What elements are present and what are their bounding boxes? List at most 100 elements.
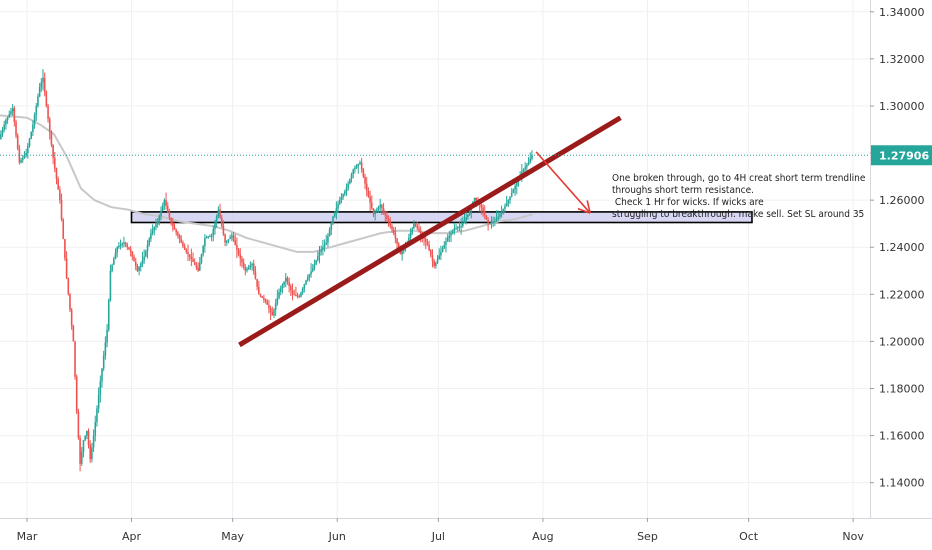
candle-body: [175, 229, 177, 233]
candle-body: [364, 176, 366, 184]
candle-body: [529, 158, 532, 163]
candle-body: [254, 271, 257, 280]
candle-body: [256, 279, 258, 287]
candle-body: [118, 246, 120, 248]
candle-body: [57, 178, 59, 190]
candle-body: [310, 271, 312, 275]
y-tick-label-0: 1.34000: [879, 6, 925, 19]
candle-body: [3, 124, 6, 130]
candle-body: [347, 183, 349, 189]
candle-body: [500, 211, 503, 215]
candle-body: [113, 259, 115, 265]
candle-body: [527, 162, 530, 165]
candle-body: [204, 237, 206, 247]
candle-body: [32, 124, 34, 132]
candle-body: [273, 309, 275, 316]
candle-body: [111, 264, 113, 271]
candle-body: [271, 311, 274, 316]
candle-body: [104, 342, 107, 356]
y-tick-label-4: 1.26000: [879, 194, 925, 207]
candle-body: [5, 120, 7, 125]
candle-body: [458, 226, 461, 228]
candle-body: [177, 232, 179, 236]
candle-body: [286, 277, 289, 282]
candle-body: [330, 223, 333, 230]
candle-body: [450, 233, 452, 236]
time-axis[interactable]: Mar Apr May Jun Jul Aug Sep Oct Nov: [0, 518, 932, 550]
candle-body: [414, 223, 417, 227]
candle-body: [370, 202, 373, 209]
candle-body: [266, 301, 269, 305]
candle-body: [205, 237, 208, 239]
x-tick-label-2: May: [221, 530, 244, 543]
candle-body: [13, 108, 16, 122]
candle-body: [52, 144, 54, 158]
candle-body: [284, 277, 287, 282]
candle-body: [504, 206, 506, 209]
candle-body: [180, 238, 183, 243]
candle-body: [20, 160, 22, 163]
grid: [0, 0, 870, 518]
candle-body: [60, 200, 63, 220]
candle-body: [48, 118, 51, 132]
candle-body: [509, 196, 511, 201]
price-axis-bg: [870, 0, 932, 550]
candle-body: [18, 148, 21, 163]
candle-body: [505, 203, 508, 207]
candle-body: [522, 169, 525, 172]
candle-body: [195, 264, 198, 268]
candle-body: [337, 204, 339, 209]
arrow-line: [535, 151, 591, 214]
candle-body: [79, 437, 81, 464]
candle-body: [10, 111, 12, 115]
candle-body: [379, 204, 382, 208]
x-tick-label-3: Jun: [328, 530, 346, 543]
candle-body: [456, 227, 459, 229]
candle-body: [70, 309, 73, 326]
candle-body: [386, 215, 388, 219]
candle-body: [451, 230, 454, 234]
candle-body: [173, 226, 176, 230]
candle-body: [214, 222, 216, 229]
current-price-label: 1.27906: [879, 149, 929, 162]
candle-body: [0, 134, 2, 139]
candle-body: [526, 164, 528, 168]
candle-body: [453, 228, 456, 231]
candle-body: [237, 249, 240, 255]
candle-body: [443, 244, 446, 249]
candle-body: [441, 248, 444, 252]
candle-body: [438, 255, 441, 259]
x-tick-label-1: Apr: [122, 530, 142, 543]
candle-body: [440, 251, 442, 256]
y-tick-label-2: 1.30000: [879, 100, 925, 113]
candle-body: [241, 258, 243, 263]
candle-body: [231, 235, 233, 238]
candle-body: [419, 230, 422, 234]
candle-body: [131, 251, 134, 257]
candle-body: [15, 121, 17, 136]
candle-body: [499, 214, 501, 217]
candle-body: [460, 226, 462, 228]
candle-body: [153, 227, 156, 231]
candle-body: [480, 204, 483, 208]
candle-body: [512, 189, 515, 194]
candle-body: [27, 145, 29, 154]
candle-body: [468, 210, 471, 215]
candle-body: [435, 262, 437, 267]
candle-body: [101, 368, 103, 382]
price-axis[interactable]: 1.340001.320001.300001.280001.260001.240…: [870, 0, 932, 550]
candle-body: [210, 235, 213, 237]
candle-body: [192, 259, 194, 262]
candle-body: [296, 295, 299, 297]
candle-body: [305, 280, 307, 285]
candle-body: [359, 162, 361, 165]
candle-body: [354, 167, 356, 170]
candle-body: [290, 286, 292, 291]
candle-body: [138, 267, 140, 271]
candle-body: [259, 294, 262, 297]
candle-body: [225, 240, 228, 243]
candle-body: [428, 244, 430, 251]
candle-body: [264, 299, 267, 302]
candle-body: [283, 281, 285, 285]
